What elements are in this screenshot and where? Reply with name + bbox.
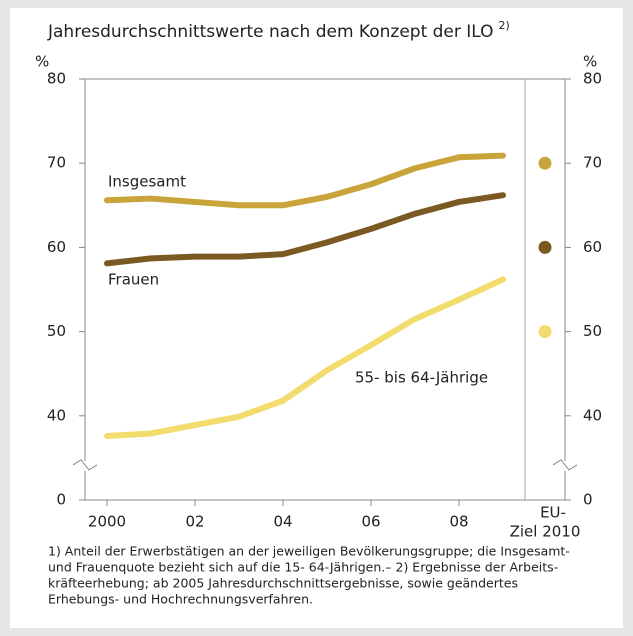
- y-tick-label: 70: [47, 154, 66, 172]
- series-line: [104, 276, 506, 440]
- x-tick-label: 06: [361, 513, 380, 531]
- y2-tick-label: 70: [583, 154, 602, 172]
- y-tick-label: 60: [47, 238, 66, 256]
- panel: [10, 8, 623, 628]
- x-tick-label: 04: [273, 513, 292, 531]
- chart-title: Jahresdurchschnittswerte nach dem Konzep…: [47, 19, 510, 42]
- y-tick-label: 0: [56, 491, 66, 509]
- y-tick-label: 50: [47, 322, 66, 340]
- title-note: 2): [499, 19, 510, 32]
- footnote: kräfteerhebung; ab 2005 Jahresdurchschni…: [48, 576, 518, 591]
- plot-frame: [84, 78, 566, 501]
- y2-tick-label: 60: [583, 238, 602, 256]
- title-text: Jahresdurchschnittswerte nach dem Konzep…: [47, 22, 494, 42]
- target-dot: [538, 325, 552, 339]
- y2-unit: %: [583, 53, 597, 71]
- series-label: 55- bis 64-Jährige: [355, 369, 488, 387]
- y2-tick-label: 50: [583, 322, 602, 340]
- y2-tick-label: 40: [583, 406, 602, 424]
- x-tick-label: 02: [185, 513, 204, 531]
- footnote: und Frauenquote bezieht sich auf die 15-…: [48, 560, 558, 575]
- x-tick-label: 2000: [88, 513, 126, 531]
- axis-break: [72, 459, 98, 471]
- x-tick-label: 08: [449, 513, 468, 531]
- target-label: EU-: [540, 504, 566, 522]
- series-label: Insgesamt: [108, 173, 186, 191]
- series-line: [104, 152, 506, 209]
- axis-break-gap: [73, 460, 97, 471]
- y-unit: %: [35, 53, 49, 71]
- axis-break: [552, 459, 578, 471]
- axis-break-gap: [553, 460, 577, 471]
- y-tick-label: 80: [47, 70, 66, 88]
- y2-tick-label: 0: [583, 491, 593, 509]
- series-label: Frauen: [108, 271, 159, 289]
- series-line: [104, 192, 506, 267]
- footnote: Erhebungs- und Hochrechnungsverfahren.: [48, 592, 313, 607]
- target-label: Ziel 2010: [510, 523, 581, 541]
- target-dot: [538, 240, 552, 254]
- y2-tick-label: 80: [583, 70, 602, 88]
- y-tick-label: 40: [47, 406, 66, 424]
- target-dot: [538, 156, 552, 170]
- footnote: 1) Anteil der Erwerbstätigen an der jewe…: [48, 544, 570, 559]
